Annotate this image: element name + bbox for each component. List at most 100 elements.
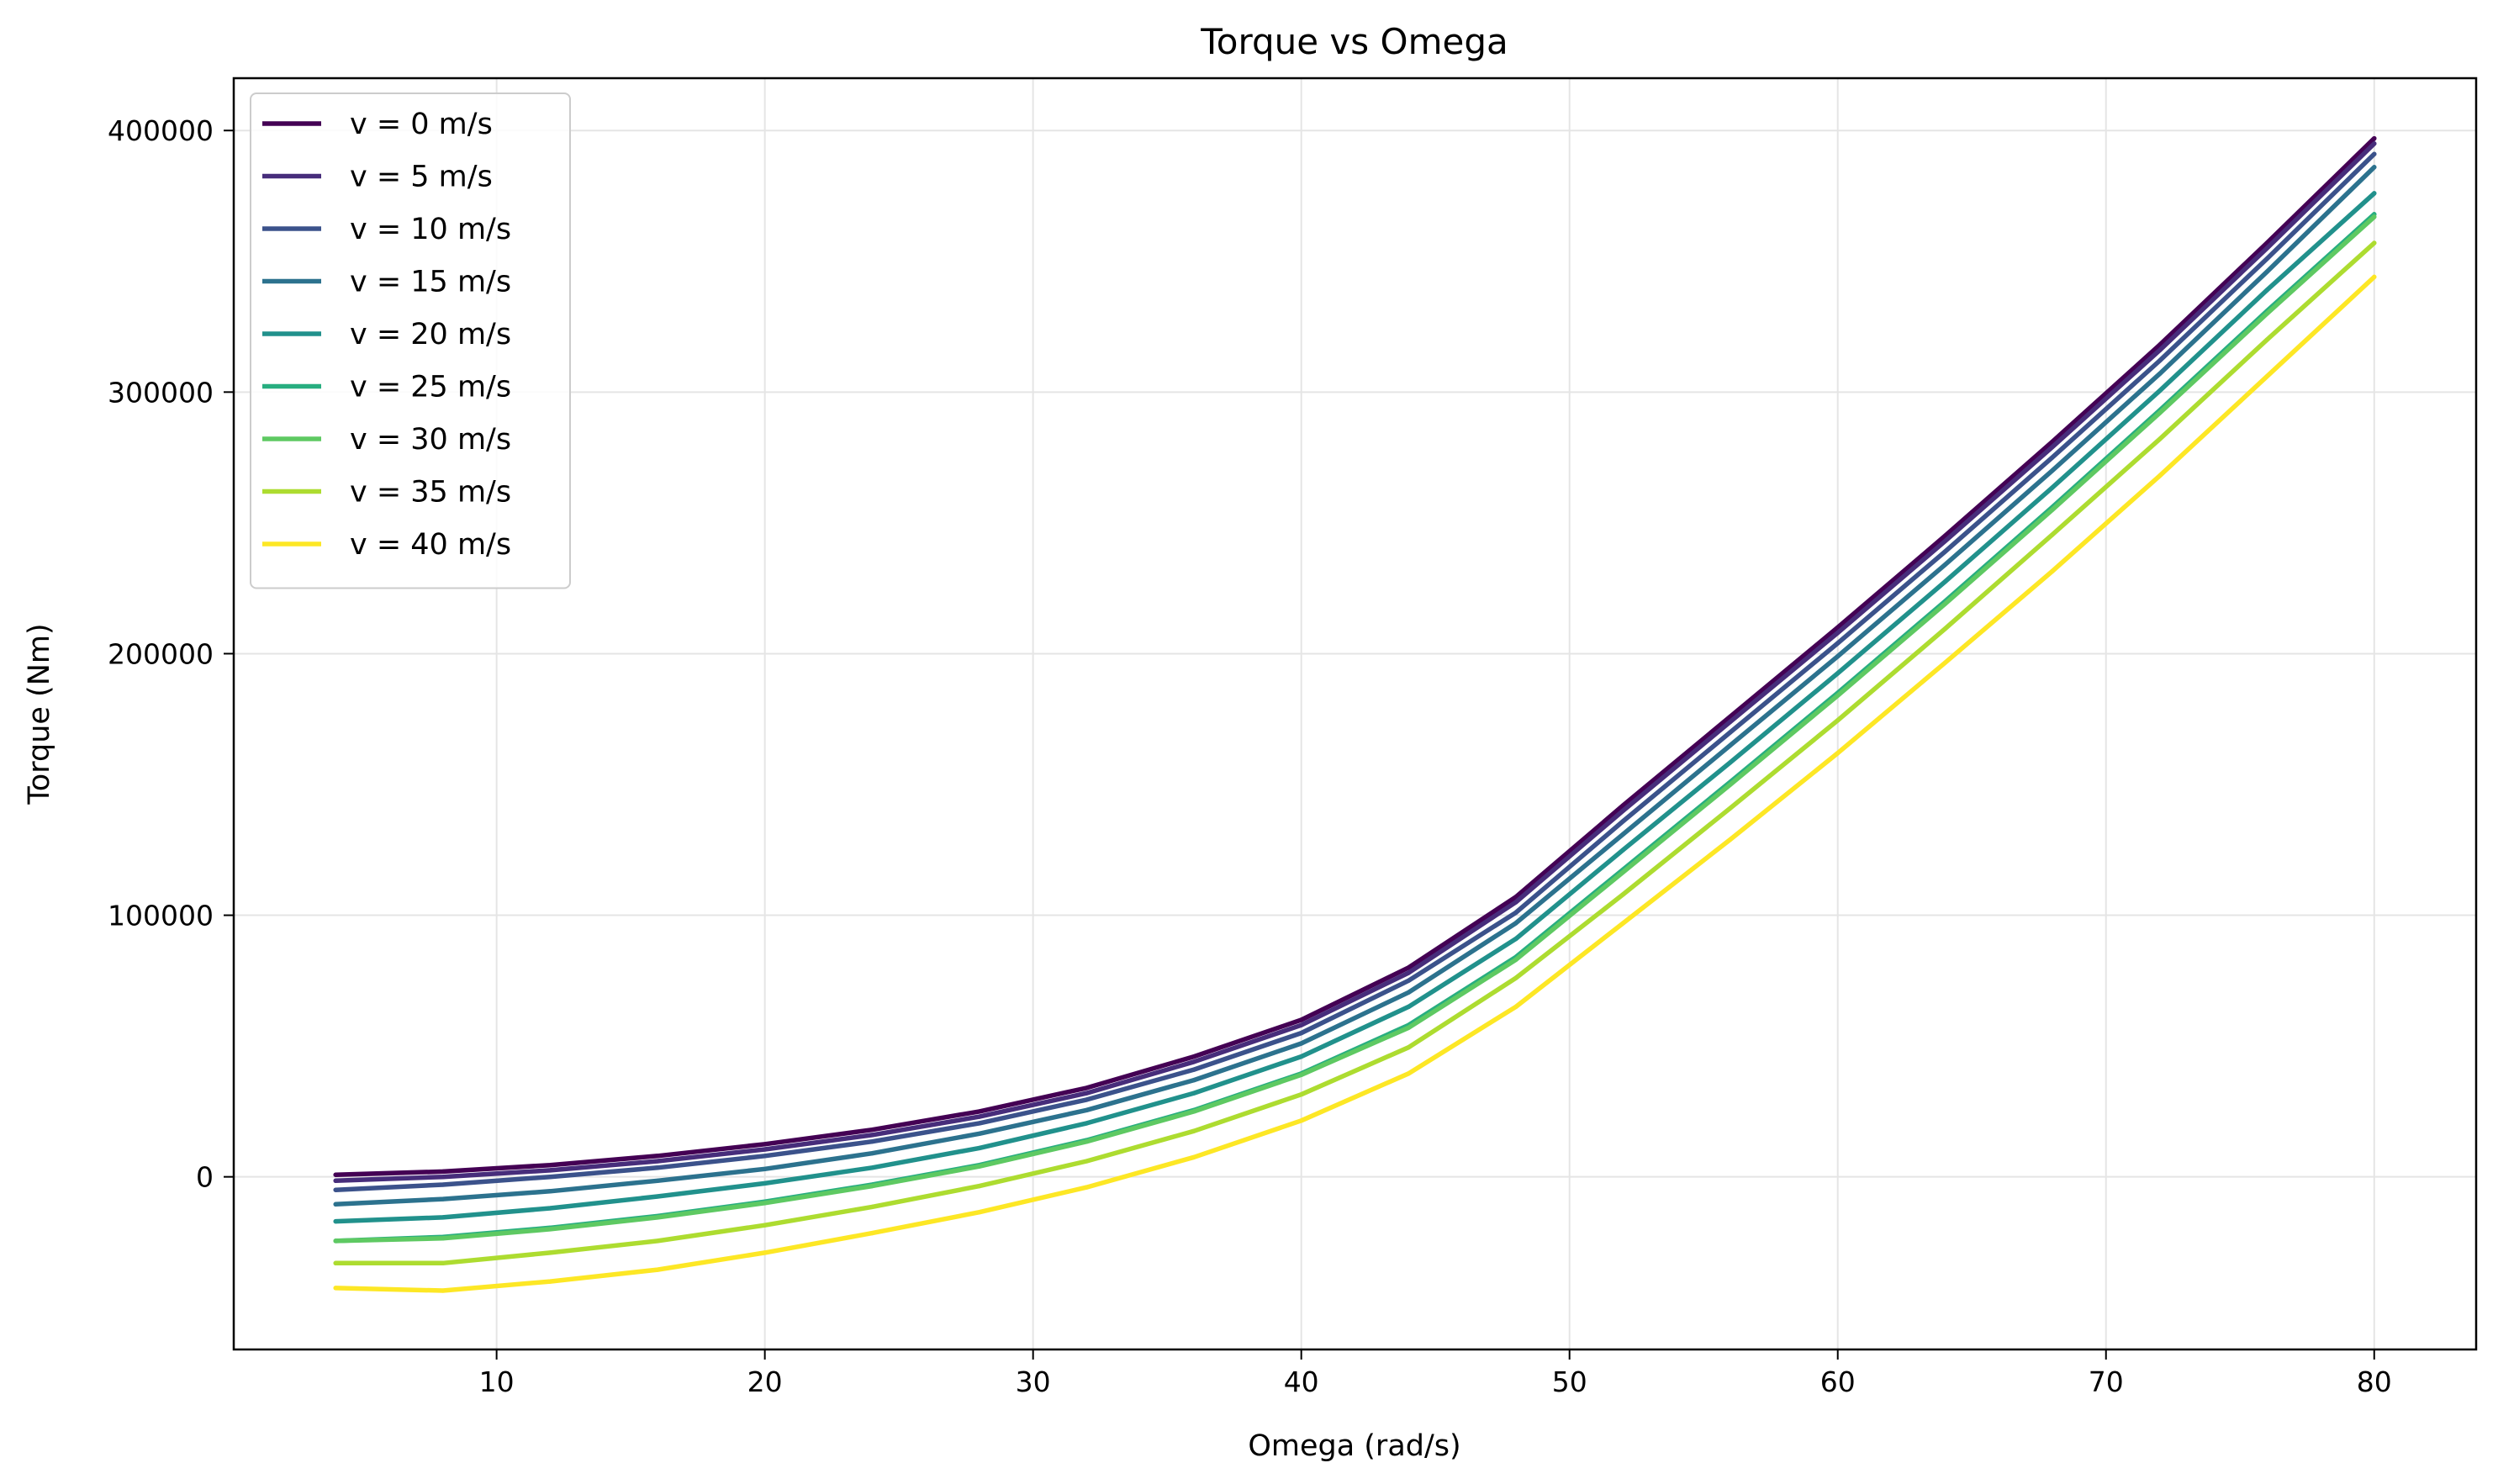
data-point: [1084, 1139, 1090, 1144]
data-point: [977, 1109, 982, 1114]
x-tick-label: 80: [2357, 1365, 2392, 1398]
data-point: [1835, 671, 1840, 676]
data-point: [655, 1165, 660, 1170]
data-point: [333, 1201, 338, 1207]
data-point: [333, 1219, 338, 1224]
data-point: [2264, 374, 2269, 379]
data-point: [763, 1201, 768, 1206]
data-point: [1191, 1054, 1196, 1059]
data-point: [763, 1166, 768, 1171]
legend: v = 0 m/s v = 5 m/s v = 10 m/s v = 15 m/s v …: [250, 92, 571, 589]
data-point: [1728, 837, 1733, 842]
series-line-4: [333, 191, 2377, 1224]
data-point: [1835, 625, 1840, 630]
data-point: [1942, 549, 1947, 554]
data-point: [1620, 819, 1626, 824]
data-point: [1942, 579, 1947, 584]
data-point: [547, 1175, 553, 1180]
data-point: [2050, 468, 2055, 473]
series-line-7: [333, 240, 2377, 1266]
data-point: [655, 1267, 660, 1272]
data-point: [1620, 921, 1626, 926]
data-point: [1620, 892, 1626, 897]
data-point: [869, 1139, 874, 1144]
series-line-8: [333, 274, 2377, 1293]
data-point: [1620, 869, 1626, 874]
data-point: [1299, 1041, 1304, 1046]
data-point: [869, 1231, 874, 1236]
data-point: [1513, 900, 1518, 905]
data-point: [1835, 654, 1840, 659]
data-point: [1835, 693, 1840, 698]
data-point: [2050, 439, 2055, 445]
data-point: [441, 1182, 446, 1187]
data-point: [869, 1204, 874, 1209]
chart-title: Torque vs Omega: [1200, 21, 1508, 62]
data-point: [1728, 742, 1733, 747]
data-point: [977, 1184, 982, 1189]
data-point: [655, 1238, 660, 1244]
data-point: [441, 1236, 446, 1241]
data-point: [1835, 641, 1840, 646]
data-point: [1299, 1017, 1304, 1022]
data-point: [1620, 832, 1626, 837]
data-point: [763, 1250, 768, 1255]
series-line-1: [333, 141, 2377, 1184]
data-point: [655, 1159, 660, 1164]
data-point: [1942, 539, 1947, 544]
data-point: [2050, 445, 2055, 450]
data-point: [547, 1206, 553, 1211]
data-point: [977, 1164, 982, 1169]
legend-label: v = 20 m/s: [350, 318, 511, 351]
data-point: [2050, 485, 2055, 490]
data-point: [547, 1168, 553, 1173]
data-point: [2050, 455, 2055, 460]
data-point: [2264, 337, 2269, 342]
data-point: [1191, 1059, 1196, 1064]
data-point: [2264, 269, 2269, 274]
y-tick-label: 400000: [108, 114, 214, 147]
legend-label: v = 0 m/s: [350, 108, 493, 141]
data-point: [1942, 562, 1947, 568]
data-point: [333, 1178, 338, 1183]
data-point: [1191, 1109, 1196, 1114]
data-point: [1942, 601, 1947, 606]
data-point: [2372, 240, 2377, 246]
data-point: [547, 1227, 553, 1232]
data-point: [1942, 533, 1947, 539]
data-point: [2264, 246, 2269, 251]
data-point: [2372, 151, 2377, 156]
data-point: [1513, 895, 1518, 900]
data-point: [763, 1180, 768, 1186]
data-point: [1513, 921, 1518, 926]
x-tick-label: 10: [479, 1365, 515, 1398]
data-point: [2264, 288, 2269, 293]
data-point: [2264, 256, 2269, 261]
data-point: [1513, 910, 1518, 915]
data-point: [2372, 165, 2377, 170]
data-point: [1299, 1092, 1304, 1097]
data-point: [1406, 1045, 1411, 1050]
data-point: [333, 1187, 338, 1192]
data-point: [1084, 1097, 1090, 1102]
data-point: [1620, 808, 1626, 813]
data-point: [1513, 975, 1518, 980]
x-tick-label: 70: [2089, 1365, 2124, 1398]
data-point: [2050, 532, 2055, 537]
data-point: [1620, 803, 1626, 808]
data-point: [1084, 1121, 1090, 1126]
data-point: [1191, 1067, 1196, 1072]
y-tick-label: 200000: [108, 637, 214, 670]
data-point: [655, 1194, 660, 1199]
data-point: [441, 1175, 446, 1180]
series-line-6: [333, 214, 2377, 1244]
data-point: [1191, 1091, 1196, 1096]
x-tick-label: 20: [747, 1365, 783, 1398]
legend-label: v = 25 m/s: [350, 371, 511, 404]
data-point: [977, 1210, 982, 1215]
data-point: [2157, 410, 2163, 415]
y-tick-label: 100000: [108, 900, 214, 932]
data-point: [2157, 473, 2163, 478]
data-point: [1942, 626, 1947, 631]
